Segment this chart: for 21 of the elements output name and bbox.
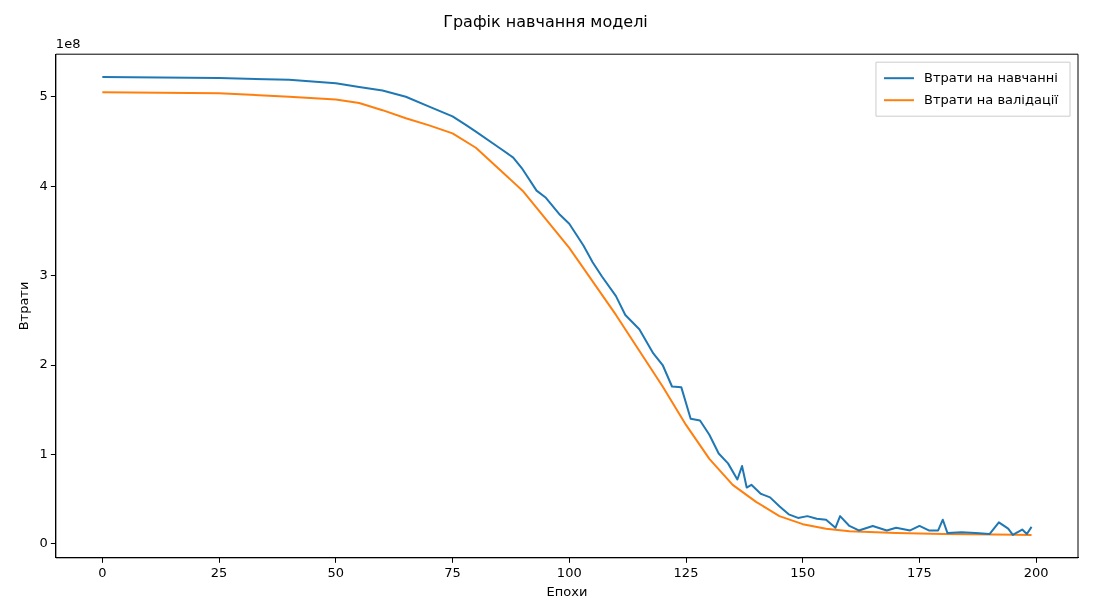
y-tick-label: 1 [39,445,48,461]
x-tick-label: 125 [673,564,699,580]
y-tick-label: 3 [39,266,48,282]
y-tick-label: 0 [39,535,48,551]
x-tick-label: 200 [1023,564,1049,580]
x-tick-label: 0 [98,564,107,580]
x-tick-label: 100 [556,564,582,580]
legend-label: Втрати на валідації [923,91,1059,107]
x-tick-label: 150 [790,564,816,580]
y-tick-label: 2 [39,356,48,372]
x-tick-label: 25 [210,564,228,580]
x-tick-label: 50 [327,564,345,580]
y-tick-label: 5 [39,88,48,104]
y-tick-label: 4 [39,177,48,193]
text: 1e8 [55,36,81,52]
legend-label: Втрати на навчанні [923,69,1058,85]
x-tick-label: 75 [444,564,461,580]
x-tick-label: 175 [907,564,932,580]
x-axis-title: Епохи [546,583,588,599]
y-axis-title: Втрати [16,281,32,331]
chart-title: Графік навчання моделі [443,11,648,31]
